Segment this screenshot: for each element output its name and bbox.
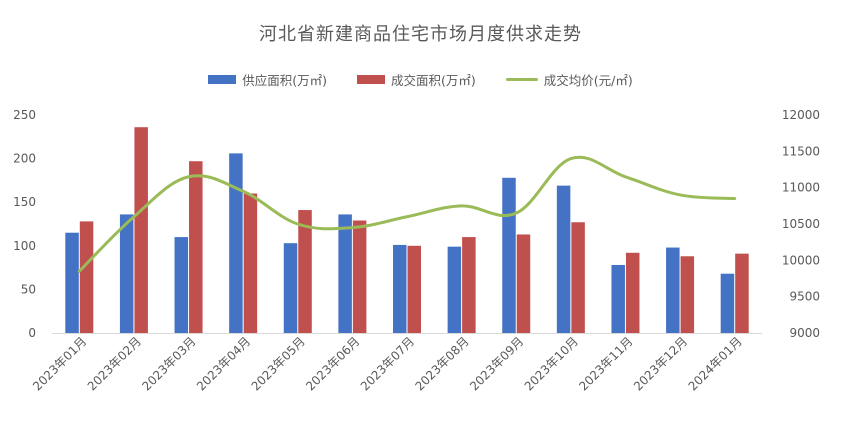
supply-bar [502,177,516,333]
x-tick-label: 2023年10月 [522,334,581,393]
deal-bar [352,220,367,333]
deal-bar [516,234,531,333]
y-right-tick-label: 12000 [782,108,820,122]
x-tick-label: 2023年09月 [467,334,526,393]
deal-bar [680,256,695,333]
deal-bar [79,221,94,333]
y-right-tick-label: 11500 [782,144,820,158]
legend-swatch-supply [208,75,237,84]
x-tick-label: 2023年06月 [303,334,362,393]
deal-bar [298,210,312,333]
legend-label-supply: 供应面积(万㎡) [242,73,328,88]
deal-bar [407,245,421,333]
x-tick-label: 2024年01月 [686,334,745,393]
supply-bar [556,185,571,333]
x-tick-label: 2023年08月 [412,334,471,393]
chart-title: 河北省新建商品住宅市场月度供求走势 [259,24,582,45]
supply-bar [174,237,189,333]
supply-bar [229,153,243,333]
y-right-tick-label: 11000 [782,181,820,195]
legend-label-price: 成交均价(元/㎡) [543,73,633,88]
x-tick-label: 2023年01月 [30,334,89,393]
x-tick-label: 2023年02月 [85,334,144,393]
deal-bar [625,252,640,333]
legend: 供应面积(万㎡) 成交面积(万㎡) 成交均价(元/㎡) [0,70,841,89]
supply-bar [338,214,352,333]
legend-item-price: 成交均价(元/㎡) [505,70,633,89]
x-tick-label: 2023年12月 [631,334,690,393]
supply-bar [65,232,79,333]
price-line [77,155,737,273]
legend-swatch-price [505,78,538,81]
y-left-tick-label: 50 [21,282,36,296]
supply-bar [119,214,134,333]
x-tick-label: 2023年03月 [139,334,198,393]
deal-bar [571,222,585,333]
deal-bar [735,253,749,333]
legend-item-deal: 成交面积(万㎡) [357,70,476,89]
legend-swatch-deal [357,75,386,84]
y-right-tick-label: 10500 [782,217,820,231]
y-left-tick-label: 0 [28,326,36,340]
supply-bar [283,243,298,333]
supply-bar [666,247,680,333]
y-left-tick-label: 150 [13,195,36,209]
x-tick-label: 2023年05月 [249,334,308,393]
x-tick-label: 2023年04月 [194,334,253,393]
y-right-tick-label: 9500 [789,290,820,304]
supply-bar [447,246,462,333]
deal-bar [134,127,148,333]
y-left-tick-label: 250 [13,108,36,122]
y-right-tick-label: 10000 [782,253,820,267]
supply-bar [611,264,625,333]
deal-bar [189,161,203,333]
x-tick-label: 2023年07月 [358,334,417,393]
legend-item-supply: 供应面积(万㎡) [208,70,327,89]
deal-bar [243,193,258,333]
y-left-tick-label: 100 [13,239,36,253]
supply-bar [393,244,407,333]
x-tick-label: 2023年11月 [576,334,635,393]
supply-bar [720,273,735,333]
y-right-tick-label: 9000 [789,326,820,340]
legend-label-deal: 成交面积(万㎡) [391,73,476,88]
deal-bar [462,237,476,333]
y-left-tick-label: 200 [13,152,36,166]
